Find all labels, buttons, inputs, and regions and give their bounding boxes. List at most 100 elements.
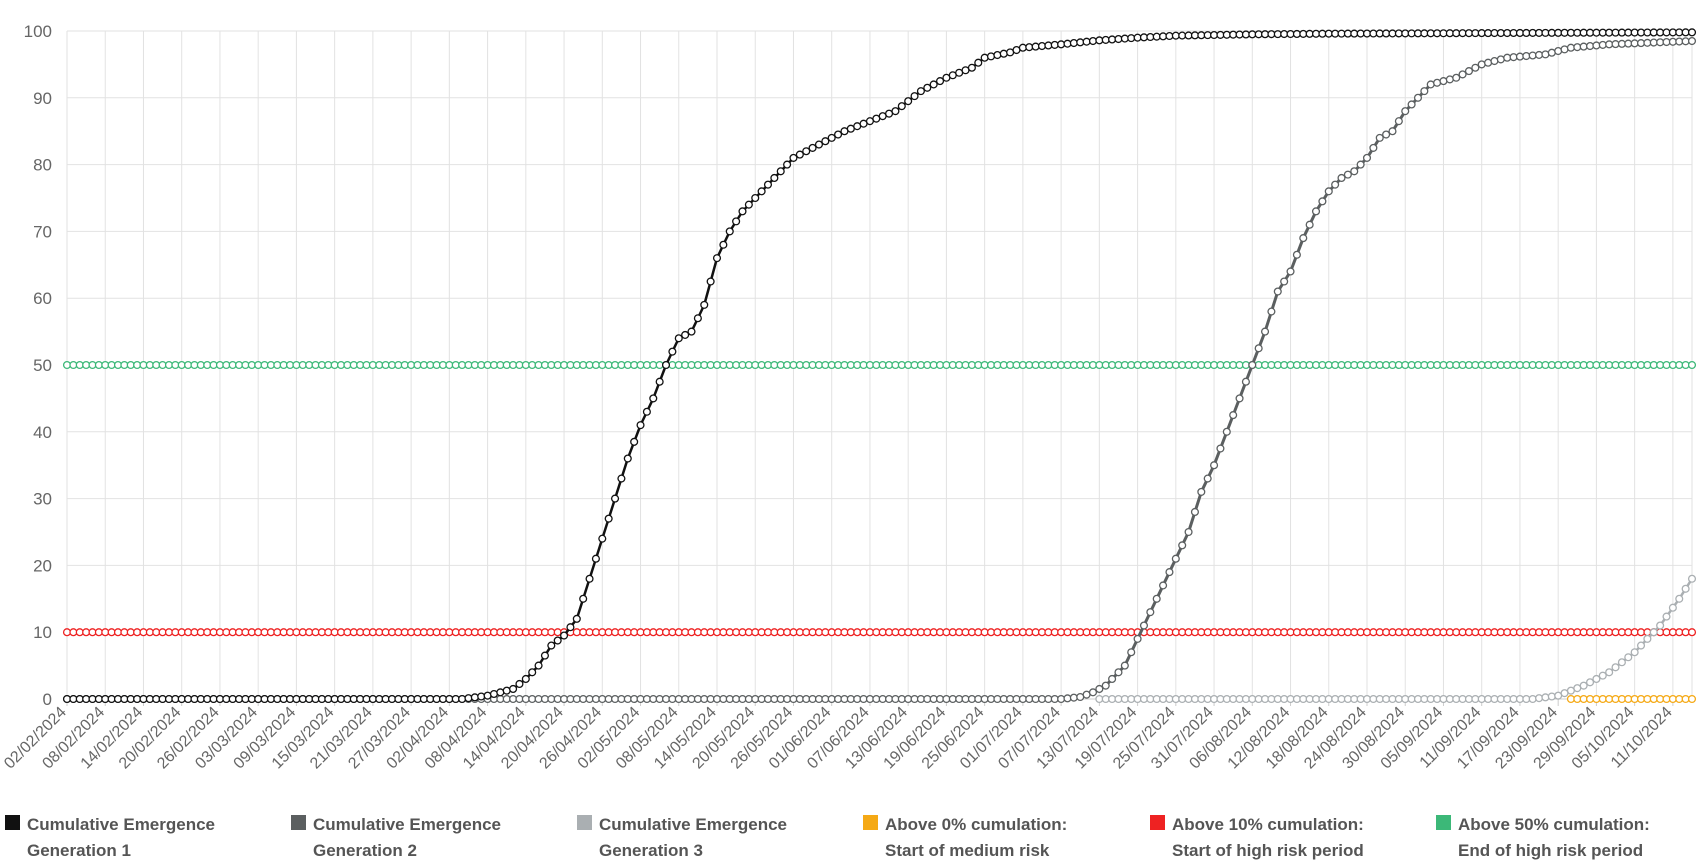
data-point	[916, 87, 925, 96]
data-point	[1681, 584, 1690, 593]
data-point	[712, 254, 722, 263]
data-point	[725, 227, 734, 236]
legend-label-line: Generation 2	[313, 841, 417, 860]
data-point	[1343, 170, 1352, 179]
x-axis-tick-labels: 02/02/202408/02/202414/02/202420/02/2024…	[1, 704, 1676, 773]
data-point	[1662, 612, 1671, 621]
data-point	[1541, 50, 1550, 59]
data-point	[1636, 641, 1646, 650]
data-point	[1114, 668, 1123, 677]
legend-label-line: Start of medium risk	[885, 841, 1050, 860]
y-tick-label: 50	[33, 356, 52, 375]
legend-label: Cumulative Emergence Generation 3	[599, 812, 787, 864]
data-point	[1477, 60, 1486, 69]
data-point	[1547, 48, 1556, 57]
data-point	[1458, 70, 1467, 79]
data-point	[1541, 693, 1550, 702]
data-point	[719, 240, 728, 249]
data-point	[1120, 661, 1129, 670]
legend-label: Cumulative Emergence Generation 1	[27, 812, 215, 864]
legend-label: Above 50% cumulation: End of high risk pe…	[1458, 812, 1650, 864]
data-point	[604, 514, 613, 523]
legend-label-line: Above 0% cumulation:	[885, 815, 1068, 834]
data-point	[1356, 160, 1365, 169]
data-point	[706, 277, 715, 286]
data-point	[1375, 133, 1384, 142]
data-point	[1273, 287, 1282, 296]
legend-swatch	[1436, 815, 1451, 830]
data-point	[1560, 45, 1569, 54]
data-point	[891, 107, 900, 116]
data-point	[1611, 663, 1620, 672]
data-point	[776, 167, 785, 176]
data-point	[1452, 73, 1461, 82]
y-tick-label: 10	[33, 623, 52, 642]
data-point	[598, 534, 607, 543]
data-point	[1382, 130, 1391, 139]
data-point	[579, 594, 588, 603]
data-point	[1687, 28, 1697, 37]
data-point	[1248, 360, 1257, 370]
legend-swatch	[5, 815, 20, 830]
legend-label: Above 10% cumulation: Start of high risk …	[1172, 812, 1364, 864]
series-6	[62, 360, 1697, 370]
data-point	[521, 674, 530, 684]
data-point	[458, 694, 467, 704]
legend-swatch	[1150, 815, 1165, 830]
data-point	[1318, 197, 1327, 206]
data-point	[1656, 621, 1665, 630]
series-2	[62, 36, 1697, 704]
data-point	[1401, 107, 1410, 116]
y-tick-label: 60	[33, 289, 52, 308]
data-point	[700, 300, 709, 309]
data-point	[1350, 167, 1359, 176]
data-point	[1305, 220, 1314, 229]
data-point	[980, 53, 989, 62]
data-point	[789, 153, 798, 162]
legend-label-line: Cumulative Emergence	[313, 815, 502, 834]
data-point	[1630, 648, 1639, 657]
legend-label: Above 0% cumulation: Start of medium risk	[885, 812, 1067, 864]
data-point	[1101, 681, 1110, 690]
data-point	[986, 52, 996, 61]
data-point	[1413, 93, 1423, 102]
data-point	[1190, 507, 1199, 517]
data-point	[470, 693, 479, 702]
data-point	[1178, 541, 1187, 550]
data-point	[1127, 648, 1136, 657]
legend-label-line: Start of high risk period	[1172, 841, 1364, 860]
data-point	[464, 694, 473, 703]
data-point	[1280, 277, 1289, 286]
legend: Cumulative Emergence Generation 1 Cumulati…	[0, 812, 1699, 863]
data-point	[1254, 344, 1263, 353]
data-point	[1133, 634, 1142, 643]
data-point	[1535, 694, 1544, 703]
data-point	[744, 200, 753, 209]
y-tick-label: 100	[24, 22, 52, 41]
data-point	[1585, 678, 1595, 687]
data-point	[1088, 688, 1098, 697]
series-lines	[62, 28, 1697, 704]
data-point	[489, 689, 499, 699]
data-point	[1108, 674, 1117, 684]
data-point	[502, 686, 511, 695]
series-line	[1099, 578, 1694, 701]
series-3	[1095, 574, 1697, 704]
data-point	[763, 180, 773, 189]
data-point	[547, 641, 556, 650]
data-point	[560, 631, 569, 640]
data-point	[1165, 568, 1174, 577]
data-point	[1197, 487, 1206, 496]
data-point	[534, 661, 543, 670]
data-point	[808, 143, 817, 152]
data-point	[1260, 327, 1270, 336]
legend-label-line: Cumulative Emergence	[599, 815, 788, 834]
data-point	[693, 314, 702, 323]
data-point	[553, 636, 562, 645]
data-point	[1152, 594, 1161, 603]
data-point	[585, 574, 594, 583]
data-point	[795, 150, 804, 159]
data-point	[783, 160, 792, 169]
data-point	[649, 394, 658, 403]
data-point	[1069, 693, 1078, 702]
